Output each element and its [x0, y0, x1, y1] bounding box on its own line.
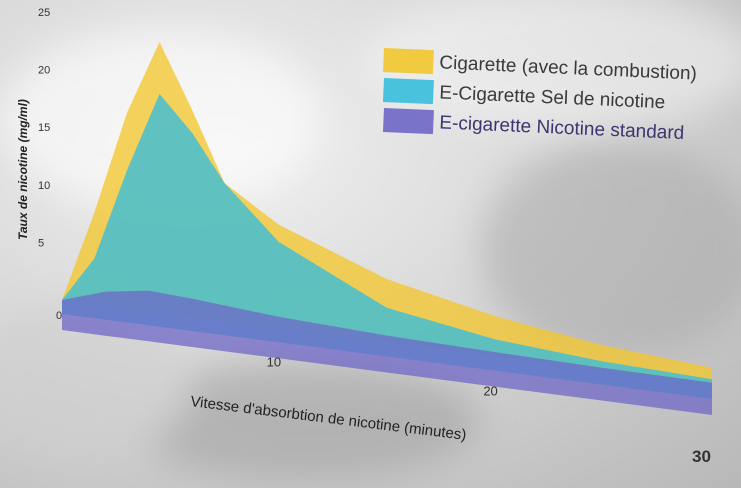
x-tick-label: 0	[56, 310, 62, 322]
y-tick-label: 10	[38, 180, 50, 192]
legend: Cigarette (avec la combustion)E-Cigarett…	[382, 48, 697, 144]
area-series-group	[62, 42, 712, 415]
y-tick-labels: 5 10 15 20 25	[38, 7, 50, 249]
x-tick-labels: 0 10 20 30	[56, 310, 711, 466]
legend-swatch	[382, 108, 434, 135]
legend-swatch	[382, 78, 434, 105]
legend-swatch	[382, 48, 434, 75]
y-axis-label: Taux de nicotine (mg/ml)	[16, 99, 30, 240]
area-nicotine-standard	[62, 290, 712, 415]
y-tick-label: 20	[38, 65, 50, 77]
x-tick-label: 20	[483, 384, 497, 399]
y-tick-label: 25	[38, 7, 50, 19]
x-tick-label: 10	[267, 354, 281, 369]
y-tick-label: 15	[38, 122, 50, 134]
x-tick-label: 30	[692, 447, 711, 466]
y-tick-label: 5	[38, 237, 44, 249]
